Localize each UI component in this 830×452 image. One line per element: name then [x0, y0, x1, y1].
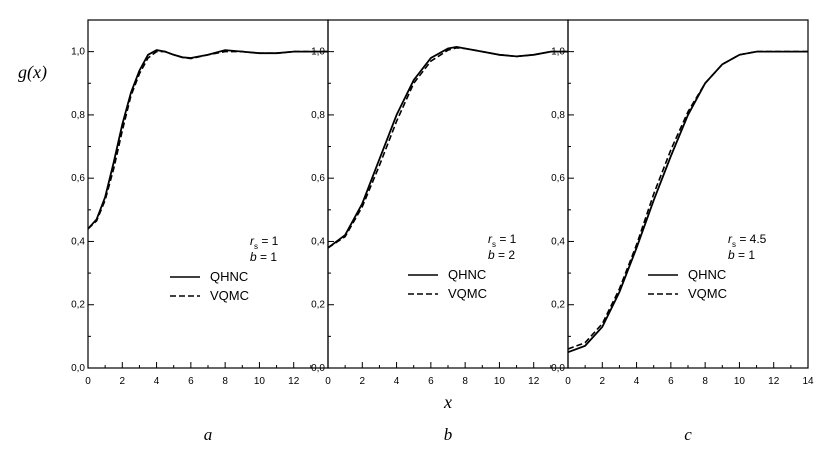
series-line-vqmc	[87, 50, 328, 230]
panel-b: 0 2 4 6 8 10 12 0,0 0,2 0,4 0,6 0,8 1,0 rs = 1b = 2QH…	[311, 19, 569, 444]
x-tick-label: 6	[188, 376, 194, 387]
x-axis-label: x	[443, 392, 452, 412]
param-rs: rs = 1	[250, 234, 279, 251]
x-tick-label: 8	[702, 376, 708, 387]
x-tick-label: 2	[360, 376, 366, 387]
x-tick-label: 10	[734, 376, 746, 387]
param-b: b = 1	[250, 250, 277, 264]
x-tick-label: 2	[120, 376, 126, 387]
y-axis-label: g(x)	[18, 62, 47, 83]
x-tick-label: 4	[634, 376, 640, 387]
legend-label-qhnc: QHNC	[448, 267, 486, 282]
y-tick-label: 0,2	[311, 300, 325, 311]
x-tick-label: 8	[462, 376, 468, 387]
x-tick-label: 12	[768, 376, 780, 387]
legend-label-vqmc: VQMC	[448, 286, 487, 301]
y-tick-label: 0,4	[71, 236, 85, 247]
y-tick-label: 0,4	[551, 236, 565, 247]
y-tick-label: 0,0	[311, 363, 325, 374]
series-line-vqmc	[567, 50, 808, 350]
y-tick-label: 0,2	[71, 300, 85, 311]
x-tick-label: 10	[254, 376, 266, 387]
param-b: b = 2	[488, 248, 515, 262]
x-tick-label: 0	[565, 376, 571, 387]
x-tick-label: 10	[494, 376, 506, 387]
panel-a: 0 2 4 6 8 10 12 0,0 0,2 0,4 0,6 0,8 1,0 rs = 1b = 1QH…	[18, 19, 329, 444]
y-tick-label: 0,8	[71, 110, 85, 121]
series-line-qhnc	[327, 45, 568, 249]
series-line-qhnc	[567, 50, 808, 354]
x-tick-label: 6	[668, 376, 674, 387]
y-tick-label: 1,0	[311, 47, 325, 58]
y-tick-label: 1,0	[71, 47, 85, 58]
param-rs: rs = 4.5	[728, 232, 767, 249]
plot-frame	[327, 19, 569, 369]
y-tick-label: 0,6	[71, 173, 85, 184]
x-tick-label: 0	[325, 376, 331, 387]
legend-label-vqmc: VQMC	[210, 288, 249, 303]
param-rs: rs = 1	[488, 232, 517, 249]
panel-label: a	[204, 425, 213, 444]
panel-label: c	[684, 425, 692, 444]
series-line-vqmc	[327, 46, 568, 249]
y-tick-label: 0,0	[551, 363, 565, 374]
x-tick-label: 12	[288, 376, 300, 387]
plot-frame	[87, 19, 329, 369]
y-tick-label: 0,0	[71, 363, 85, 374]
y-tick-label: 0,6	[551, 173, 565, 184]
x-tick-label: 2	[600, 376, 606, 387]
panel-c: 0 2 4 6 8 10 12 14 0,0 0,2 0,4 0,6 0,8 1,0 rs = 4.5b =…	[551, 19, 814, 444]
y-tick-label: 0,8	[311, 110, 325, 121]
y-tick-label: 0,8	[551, 110, 565, 121]
y-tick-label: 0,4	[311, 236, 325, 247]
legend-label-qhnc: QHNC	[210, 269, 248, 284]
x-tick-label: 6	[428, 376, 434, 387]
legend-label-vqmc: VQMC	[688, 286, 727, 301]
x-tick-label: 4	[394, 376, 400, 387]
series-line-qhnc	[87, 49, 328, 230]
x-tick-label: 0	[85, 376, 91, 387]
y-tick-label: 0,6	[311, 173, 325, 184]
panel-label: b	[444, 425, 453, 444]
x-tick-label: 4	[154, 376, 160, 387]
x-tick-label: 12	[528, 376, 540, 387]
y-tick-label: 0,2	[551, 300, 565, 311]
x-tick-label: 8	[222, 376, 228, 387]
legend-label-qhnc: QHNC	[688, 267, 726, 282]
y-tick-label: 1,0	[551, 47, 565, 58]
x-tick-label: 14	[802, 376, 814, 387]
param-b: b = 1	[728, 248, 755, 262]
plot-frame	[567, 19, 809, 369]
